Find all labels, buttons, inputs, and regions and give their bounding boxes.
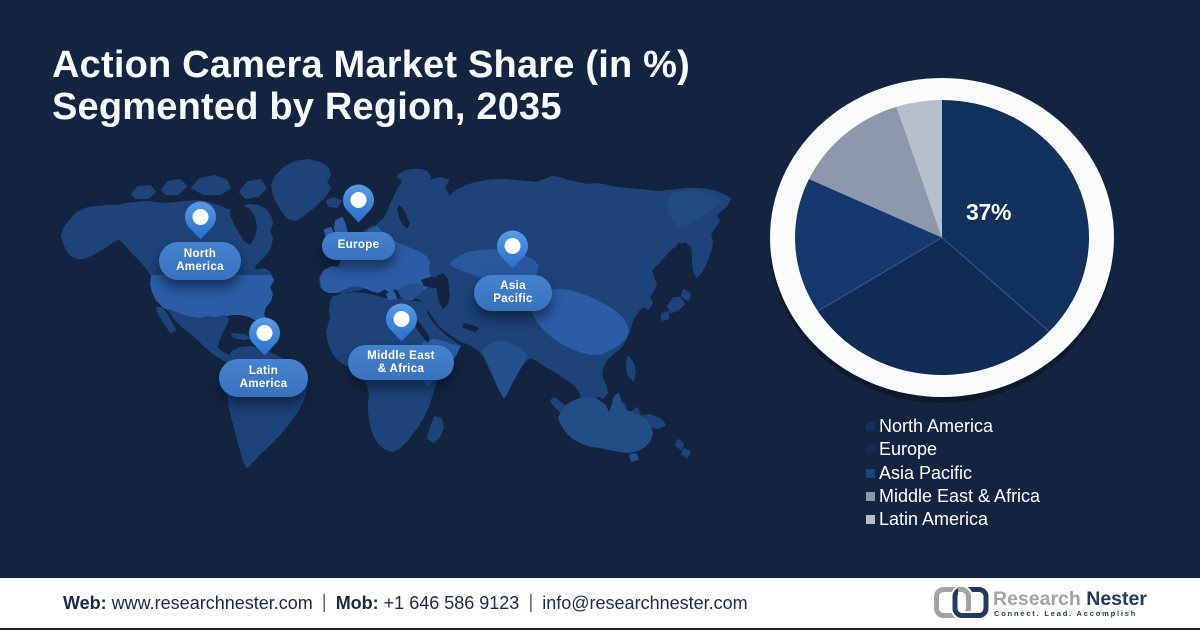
svg-text:Research Nester: Research Nester — [993, 588, 1147, 610]
svg-text:Connect. Lead. Accomplish: Connect. Lead. Accomplish — [994, 609, 1137, 618]
